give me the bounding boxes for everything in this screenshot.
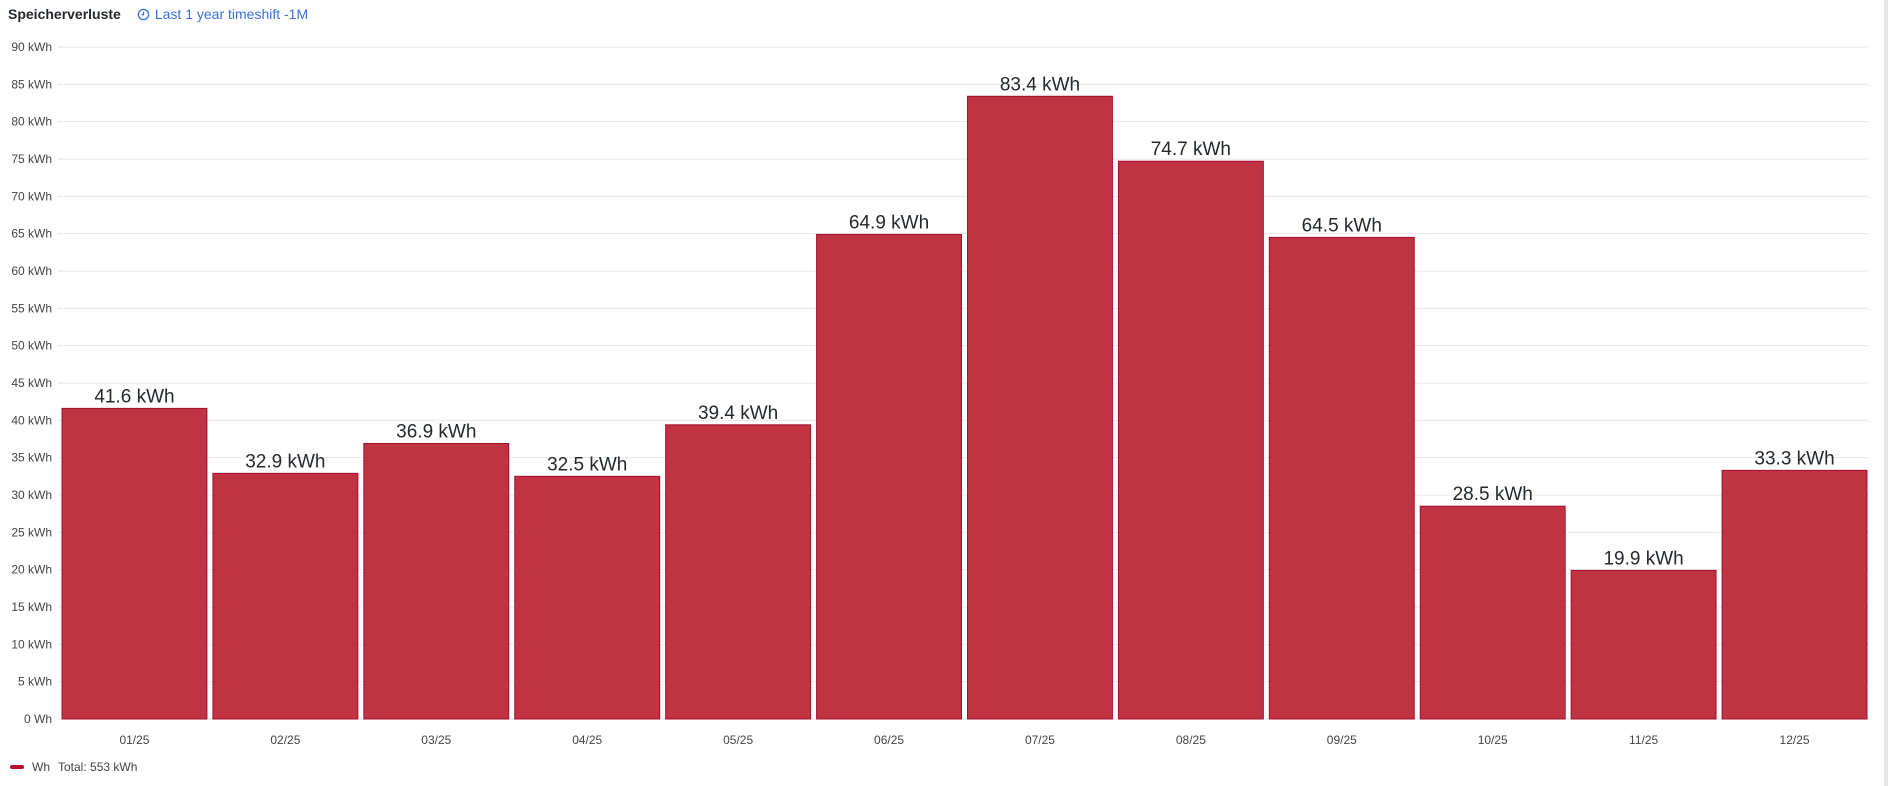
scrollbar[interactable] [1884, 0, 1888, 786]
bar [816, 233, 962, 720]
timeshift-label: Last 1 year timeshift -1M [154, 6, 309, 22]
bar [363, 442, 510, 720]
x-tick-label: 12/25 [1780, 733, 1810, 747]
y-tick-label: 75 kWh [11, 152, 52, 166]
data-label: 33.3 kWh [1754, 448, 1834, 469]
y-tick-label: 15 kWh [11, 600, 52, 614]
x-tick-label: 02/25 [270, 733, 300, 747]
panel-title: Speicherverluste [8, 6, 121, 22]
data-label: 41.6 kWh [94, 386, 174, 407]
data-label: 36.9 kWh [396, 421, 476, 442]
clock-icon [137, 8, 150, 20]
bar [665, 424, 812, 720]
legend-swatch [10, 765, 24, 769]
bar [514, 475, 661, 720]
x-tick-label: 08/25 [1176, 733, 1206, 747]
legend-total: Total: 553 kWh [58, 760, 138, 774]
panel-header: Speicherverluste Last 1 year timeshift -… [8, 6, 308, 22]
y-tick-label: 0 Wh [24, 712, 52, 726]
bar [1268, 236, 1415, 720]
y-tick-label: 10 kWh [11, 637, 52, 651]
x-tick-label: 10/25 [1478, 733, 1508, 747]
data-label: 19.9 kWh [1603, 548, 1683, 569]
bar [1419, 505, 1566, 720]
x-tick-label: 05/25 [723, 733, 753, 747]
bar [1570, 569, 1717, 720]
data-label: 39.4 kWh [698, 403, 778, 424]
y-tick-label: 50 kWh [11, 339, 52, 353]
y-tick-label: 65 kWh [11, 227, 52, 241]
y-tick-label: 25 kWh [11, 525, 52, 539]
x-tick-label: 06/25 [874, 733, 904, 747]
y-tick-label: 90 kWh [11, 40, 52, 54]
y-tick-label: 55 kWh [11, 301, 52, 315]
y-tick-label: 70 kWh [11, 189, 52, 203]
y-tick-label: 5 kWh [18, 675, 52, 689]
y-tick-label: 20 kWh [11, 563, 52, 577]
x-tick-label: 07/25 [1025, 733, 1055, 747]
bar [61, 407, 208, 720]
y-tick-label: 35 kWh [11, 451, 52, 465]
y-tick-label: 45 kWh [11, 376, 52, 390]
bar [1117, 160, 1264, 720]
timeshift-info[interactable]: Last 1 year timeshift -1M [137, 6, 308, 22]
data-label: 32.9 kWh [245, 451, 325, 472]
y-tick-label: 30 kWh [11, 488, 52, 502]
y-tick-label: 60 kWh [11, 264, 52, 278]
x-tick-label: 03/25 [421, 733, 451, 747]
data-label: 83.4 kWh [1000, 74, 1080, 95]
legend-series: Wh [32, 760, 50, 774]
data-label: 28.5 kWh [1453, 484, 1533, 505]
x-tick-label: 09/25 [1327, 733, 1357, 747]
data-label: 74.7 kWh [1151, 139, 1231, 160]
bar [967, 95, 1113, 720]
data-label: 64.5 kWh [1302, 215, 1382, 236]
legend[interactable]: Wh Total: 553 kWh [10, 760, 137, 774]
data-label: 64.9 kWh [849, 212, 929, 233]
y-tick-label: 40 kWh [11, 413, 52, 427]
bar-chart: 0 Wh 5 kWh 10 kWh 15 kWh 20 kWh 25 kWh 30 kWh 3… [11, 40, 1869, 747]
y-tick-label: 85 kWh [11, 77, 52, 91]
bar [1721, 469, 1868, 720]
x-tick-label: 11/25 [1629, 733, 1658, 747]
y-tick-label: 80 kWh [11, 115, 52, 129]
x-tick-label: 01/25 [119, 733, 149, 747]
bar [212, 472, 359, 720]
x-tick-label: 04/25 [572, 733, 602, 747]
data-label: 32.5 kWh [547, 454, 627, 475]
